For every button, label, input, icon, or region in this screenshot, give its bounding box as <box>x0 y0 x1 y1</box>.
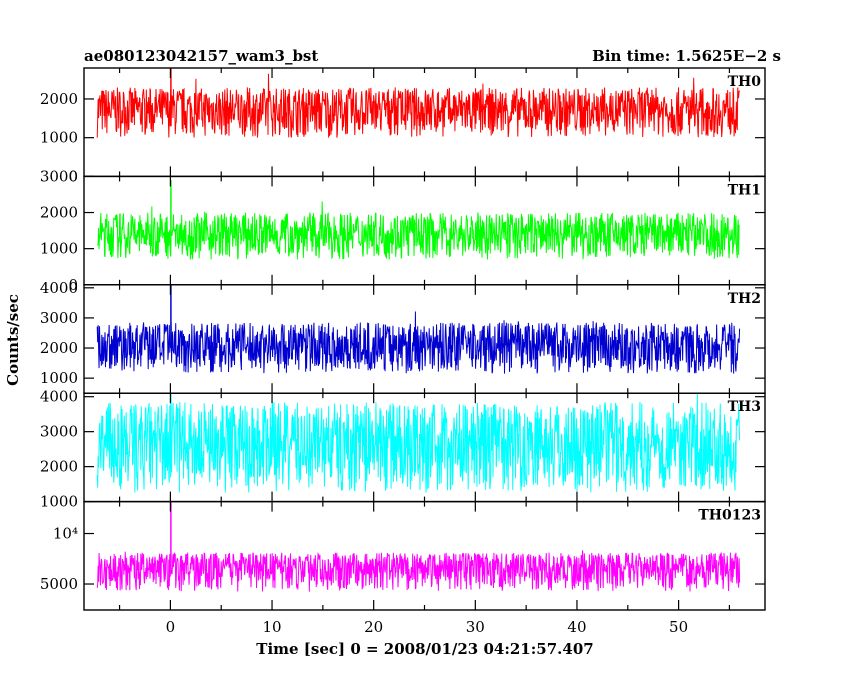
y-tick-label-th2: 2000 <box>40 339 78 357</box>
panel-label-th0: TH0 <box>728 74 762 90</box>
title-left: ae080123042157_wam3_bst <box>84 47 318 65</box>
y-axis-label: Counts/sec <box>4 294 22 386</box>
panel-label-th0123: TH0123 <box>698 508 761 524</box>
y-tick-label-th1: 3000 <box>40 167 78 185</box>
panel-label-th2: TH2 <box>728 291 761 307</box>
panel-label-th1: TH1 <box>728 182 761 198</box>
panel-label-th3: TH3 <box>728 399 761 415</box>
panels-group: TH0 0 1000 2000 TH1 0 1000 2000 3000 TH2 1000 2000 3… <box>40 67 766 636</box>
y-tick-label-th2: 3000 <box>40 309 78 327</box>
x-axis-label: Time [sec] 0 = 2008/01/23 04:21:57.407 <box>256 640 593 658</box>
y-tick-label-th0: 0 <box>68 167 78 185</box>
series-th0123 <box>96 550 741 592</box>
title-right: Bin time: 1.5625E−2 s <box>592 47 781 65</box>
y-tick-label-th1: 0 <box>68 276 78 294</box>
y-tick-label-th0: 2000 <box>40 90 78 108</box>
x-tick-label: 20 <box>364 618 383 636</box>
y-tick-label-th3: 1000 <box>40 493 78 511</box>
y-tick-label-th0123: 5000 <box>40 575 78 593</box>
y-tick-label-th0123: 10⁴ <box>53 525 78 543</box>
y-tick-label-th3: 2000 <box>40 458 78 476</box>
y-tick-label-th1: 2000 <box>40 204 78 222</box>
y-tick-label-th2: 1000 <box>40 369 78 387</box>
series-th3 <box>96 393 741 493</box>
series-th2 <box>96 311 741 374</box>
y-tick-label-th3: 3000 <box>40 423 78 441</box>
x-tick-label: 50 <box>669 618 688 636</box>
x-tick-label: 0 <box>166 618 176 636</box>
x-tick-label: 40 <box>567 618 586 636</box>
series-th0 <box>96 73 741 138</box>
y-tick-label-th1: 1000 <box>40 240 78 258</box>
y-tick-label-th2: 4000 <box>40 279 78 297</box>
x-tick-label: 30 <box>466 618 485 636</box>
x-tick-label: 10 <box>262 618 281 636</box>
series-th1 <box>97 201 740 260</box>
y-tick-label-th0: 1000 <box>40 129 78 147</box>
y-tick-label-th3: 4000 <box>40 388 78 406</box>
